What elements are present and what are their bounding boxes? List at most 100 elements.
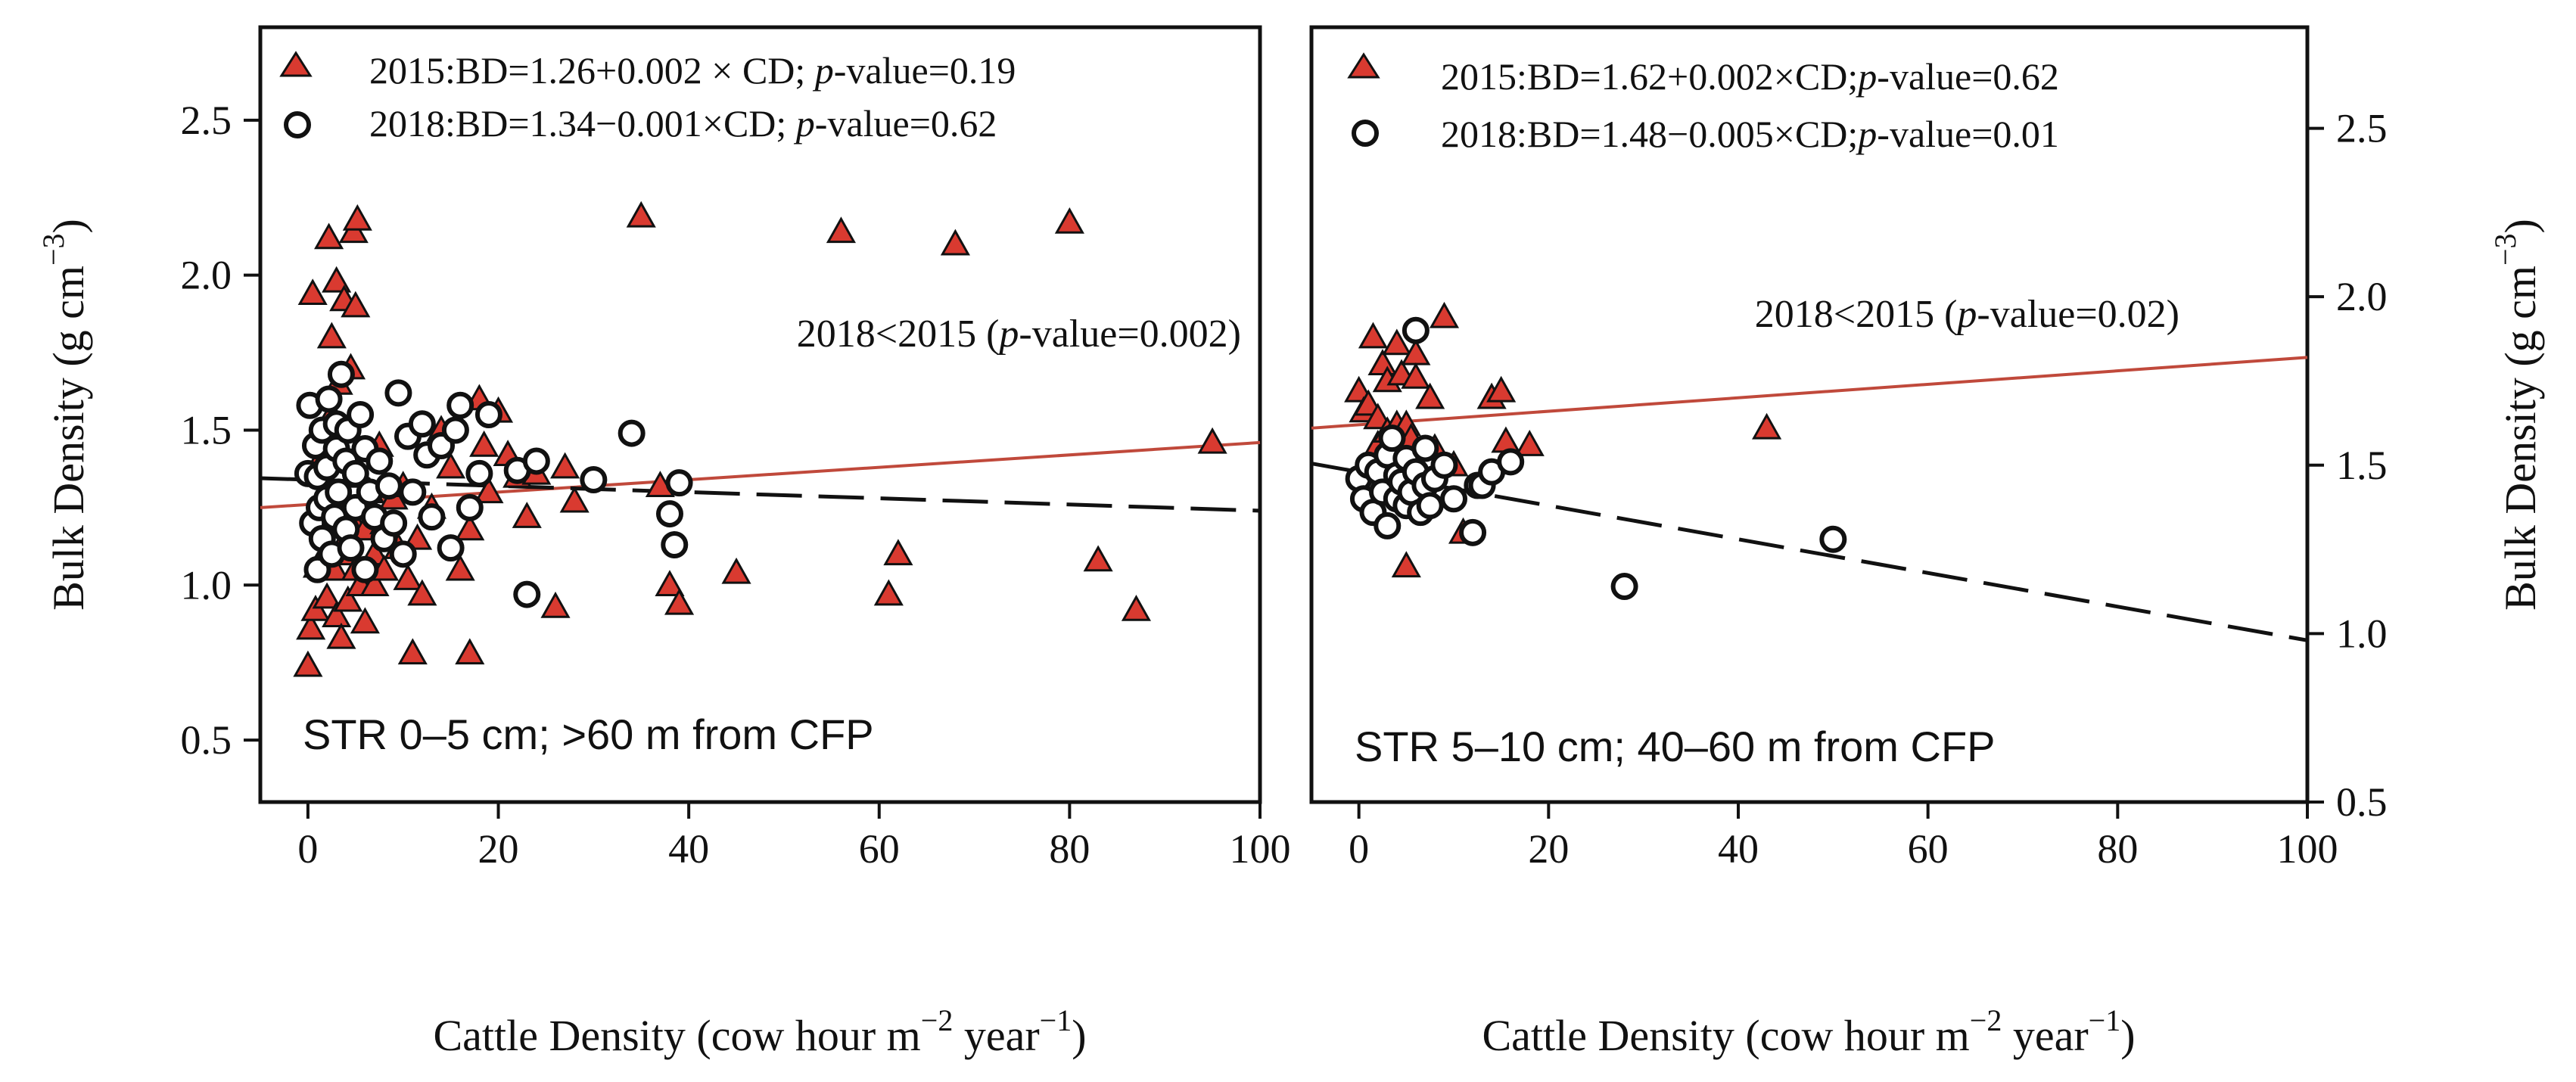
left-point-2015 [1197,427,1227,454]
left-y-tick-label: 0.5 [181,717,232,763]
left-point-2015 [350,607,380,634]
left-point-2018 [347,401,375,428]
left-point-2015 [326,622,356,649]
left-x-axis-label: Cattle Density (cow hour m−2 year−1) [433,1003,1086,1060]
left-fit-line-2015 [260,440,1261,509]
left-point-2015 [455,514,485,541]
right-legend: 2015:BD=1.62+0.002×CD;p-value=0.62 2018:… [1347,52,2059,155]
left-point-2018 [580,466,608,494]
left-point-2018 [408,410,436,438]
right-x-tick-label: 40 [1718,826,1759,872]
left-point-2018 [441,416,469,444]
left-point-2015 [655,570,685,597]
left-point-2015 [883,539,913,566]
left-point-2018 [327,360,355,388]
left-point-2015 [1054,207,1084,234]
left-point-2018 [341,459,369,487]
left-point-2015 [873,579,904,606]
left-x-tick-label: 0 [297,826,318,872]
left-point-2015 [1083,545,1113,572]
left-legend: 2015:BD=1.26+0.002 × CD; p-value=0.19 20… [279,49,1016,145]
left-point-2015 [316,322,347,349]
left-point-2015 [359,570,390,597]
left-point-2015 [322,266,352,293]
left-point-2018 [446,391,474,419]
left-point-2015 [322,601,352,627]
right-y-tick-label: 0.5 [2336,779,2388,825]
left-point-2015 [407,579,437,606]
left-panel-title: STR 0–5 cm; >60 m from CFP [303,710,874,758]
right-point-2015 [1514,430,1545,456]
right-legend-triangle-icon [1347,52,1380,79]
right-point-2015 [1382,328,1412,356]
left-point-2015 [342,204,372,231]
right-legend-2015: 2015:BD=1.62+0.002×CD;p-value=0.62 [1441,55,2059,98]
left-point-2018 [456,493,484,521]
right-point-2015 [1358,322,1389,349]
right-x-tick-label: 80 [2097,826,2138,872]
left-point-2015 [469,430,499,457]
left-point-2015 [626,201,656,228]
left-x-tick-label: 100 [1230,826,1291,872]
left-point-2015 [314,222,344,250]
left-point-2015 [826,216,857,244]
left-point-2015 [397,638,428,665]
left-point-2018 [366,447,394,475]
left-point-2018 [384,379,412,407]
right-y-tick-label: 1.0 [2336,611,2388,656]
left-legend-circle-icon [284,111,311,138]
left-y-tick-label: 1.0 [181,562,232,608]
left-point-2015 [455,638,485,665]
right-point-2018 [1459,518,1487,546]
left-point-2015 [312,582,342,609]
left-point-2015 [341,291,371,318]
left-point-2015 [403,523,433,550]
left-point-2015 [445,554,475,581]
left-y-axis-label: Bulk Density (g cm−3) [36,219,93,611]
right-point-2018 [1374,511,1402,539]
left-point-2015 [293,650,323,677]
left-annotation: 2018<2015 (p-value=0.002) [797,312,1241,356]
right-point-2015 [1486,375,1517,403]
right-point-2015 [1415,382,1445,409]
left-point-2018 [522,447,550,475]
right-x-tick-label: 0 [1349,826,1369,872]
right-point-2018 [1497,448,1525,476]
left-point-2018 [325,478,353,506]
right-legend-2018: 2018:BD=1.48−0.005×CD;p-value=0.01 [1441,113,2059,155]
right-x-tick-label: 60 [1908,826,1949,872]
left-fit-lines [260,440,1261,513]
left-y-tick-label: 1.5 [181,407,232,452]
left-point-2015 [1121,594,1152,621]
left-legend-2015: 2015:BD=1.26+0.002 × CD; p-value=0.19 [369,49,1016,92]
left-point-2018 [315,385,343,413]
left-x-tick-label: 80 [1049,826,1090,872]
right-x-tick-label: 20 [1528,826,1569,872]
left-point-2015 [333,585,363,612]
left-plot-frame [258,25,1262,804]
left-point-2015 [393,564,423,590]
left-point-2015 [296,613,326,640]
left-legend-triangle-icon [279,51,313,77]
left-axis-ticks: 0 20 40 60 80 100 0.5 1.0 1.5 2.0 2.5 [181,98,1291,872]
left-point-2018 [399,478,427,506]
right-point-2018 [1402,316,1430,344]
left-legend-2018: 2018:BD=1.34−0.001×CD; p-value=0.62 [369,102,997,145]
left-point-2018 [351,555,379,583]
right-fit-line-2015 [1311,356,2308,430]
left-x-tick-label: 20 [478,826,519,872]
right-point-2015 [1401,362,1431,389]
left-point-2015 [436,452,466,479]
right-x-axis-label: Cattle Density (cow hour m−2 year−1) [1482,1003,2135,1060]
left-point-2018 [665,469,693,497]
right-point-2018 [1819,525,1847,553]
right-point-2018 [1411,434,1439,462]
left-point-2015 [540,591,571,618]
right-y-axis-label: Bulk Density (g cm−3) [2488,219,2545,611]
right-annotation: 2018<2015 (p-value=0.02) [1755,293,2179,336]
left-data-marks [293,201,1227,677]
left-y-tick-label: 2.5 [181,98,232,143]
